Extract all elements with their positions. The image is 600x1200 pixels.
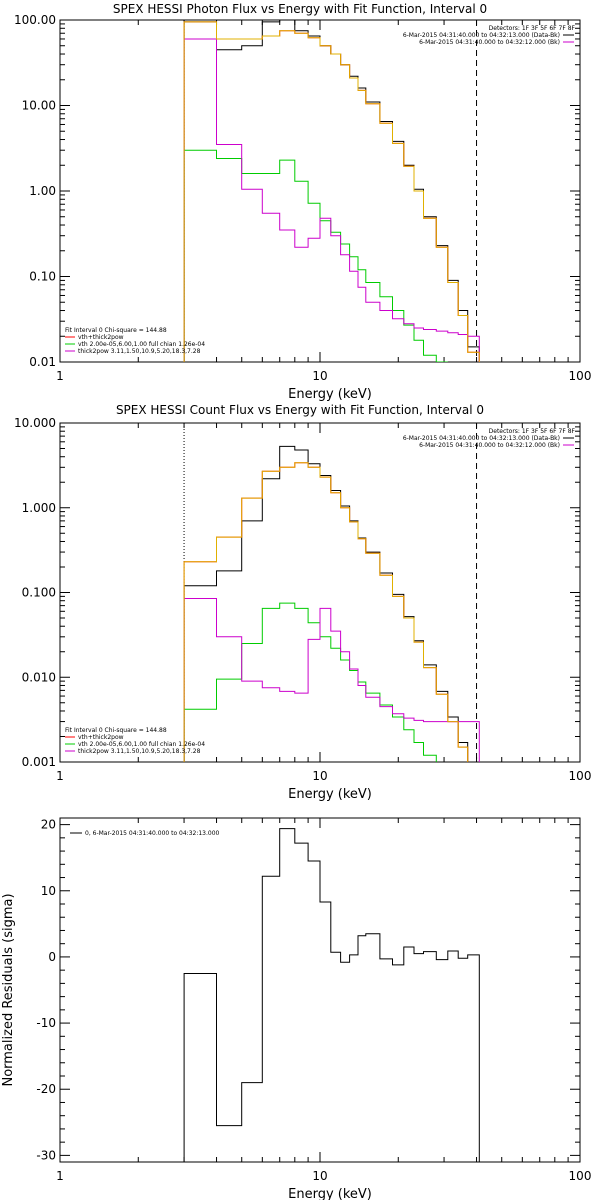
plot-area — [183, 20, 480, 362]
x-tick-label: 100 — [569, 369, 592, 383]
fit-annotation-line: vth+thick2pow — [78, 334, 124, 341]
x-tick-label: 1 — [56, 369, 64, 383]
fit-annotation-line: thick2pow 3.11,1.50,10.9,5.20,18.3,7.28 — [78, 748, 201, 755]
y-tick-label: 10.00 — [22, 99, 56, 113]
series-line — [183, 20, 480, 362]
x-tick-label: 10 — [312, 1169, 327, 1183]
plot-area — [183, 423, 480, 762]
fit-annotation-line: vth 2.00e-05,6.00,1.00 full chian 1.26e-… — [78, 741, 205, 748]
series-line — [183, 598, 480, 762]
series-line — [183, 149, 448, 362]
x-tick-label: 100 — [569, 769, 592, 783]
series-thick2pow — [183, 38, 480, 362]
plot-area — [183, 828, 480, 1162]
fit-annotation-line: thick2pow 3.11,1.50,10.9,5.20,18.3,7.28 — [78, 348, 201, 355]
series-line — [183, 462, 469, 762]
x-axis-label: Energy (keV) — [288, 787, 372, 802]
y-tick-label: -30 — [36, 1148, 56, 1162]
series-sum — [183, 21, 480, 362]
legend-entry: 0, 6-Mar-2015 04:31:40.000 to 04:32:13.0… — [85, 830, 220, 837]
fit-annotation-line: vth+thick2pow — [78, 734, 124, 741]
y-tick-label: 0.10 — [29, 270, 56, 284]
y-axis-label: Normalized Residuals (sigma) — [1, 893, 16, 1086]
legend-title: Detectors: 1F 3F 5F 6F 7F 8F — [489, 25, 576, 32]
x-axis-label: Energy (keV) — [288, 1187, 372, 1200]
chart-panel-3: 1 10 100 -30 -20 -10 0 10 20 Energy (keV) Normaliz… — [1, 817, 592, 1200]
series-vth-thick2pow — [183, 462, 469, 762]
series-6-mar-2015-04-31-40-000-to-04-32-13-000-data-bk- — [183, 20, 480, 362]
legend-entry: 6-Mar-2015 04:31:40.000 to 04:32:13.000 … — [403, 435, 560, 442]
y-tick-label: 0.01 — [29, 355, 56, 369]
series-vth-thick2pow — [183, 21, 480, 362]
chart-title: SPEX HESSI Count Flux vs Energy with Fit… — [116, 403, 484, 417]
y-tick-label: -20 — [36, 1082, 56, 1096]
series-line — [183, 21, 480, 362]
y-tick-label: -10 — [36, 1016, 56, 1030]
y-tick-label: 0.001 — [22, 755, 56, 769]
legend-title: Detectors: 1F 3F 5F 6F 7F 8F — [489, 428, 576, 435]
fit-annotation-line: Fit Interval 0 Chi-square = 144.88 — [65, 327, 167, 334]
y-tick-label: 20 — [41, 818, 56, 832]
fit-annotation-line: vth 2.00e-05,6.00,1.00 full chian 1.26e-… — [78, 341, 205, 348]
y-tick-label: 0.100 — [22, 586, 56, 600]
chart-title: SPEX HESSI Photon Flux vs Energy with Fi… — [113, 2, 487, 16]
y-tick-label: 100.00 — [14, 13, 56, 27]
legend-entry: 6-Mar-2015 04:31:40.000 to 04:32:13.000 … — [403, 32, 560, 39]
x-tick-label: 10 — [312, 369, 327, 383]
x-axis-label: Energy (keV) — [288, 387, 372, 402]
y-tick-label: 1.00 — [29, 184, 56, 198]
x-tick-label: 1 — [56, 769, 64, 783]
legend-entry: 6-Mar-2015 04:31:40.000 to 04:32:12.000 … — [419, 39, 560, 46]
series-line — [183, 21, 480, 362]
series-line — [183, 828, 480, 1162]
y-tick-label: 0.010 — [22, 670, 56, 684]
y-tick-label: 1.000 — [22, 501, 56, 515]
series-vth — [183, 149, 448, 362]
legend-entry: 6-Mar-2015 04:31:40.000 to 04:32:12.000 … — [419, 442, 560, 449]
chart-panel-1: SPEX HESSI Photon Flux vs Energy with Fi… — [14, 2, 591, 402]
fit-annotation-line: Fit Interval 0 Chi-square = 144.88 — [65, 727, 167, 734]
plot-frame — [59, 19, 581, 363]
y-tick-label: 10.000 — [14, 416, 56, 430]
series-line — [183, 445, 469, 762]
x-tick-label: 100 — [569, 1169, 592, 1183]
series-vth — [183, 602, 437, 762]
y-tick-label: 10 — [41, 884, 56, 898]
series-6-mar-2015-04-31-40-000-to-04-32-13-000-data-bk- — [183, 445, 469, 762]
x-tick-label: 10 — [312, 769, 327, 783]
y-tick-label: 0 — [48, 950, 56, 964]
series-sum — [183, 462, 469, 762]
series-line — [183, 38, 480, 362]
series-0-6-mar-2015-04-31-40-000-to-04-32-13-000 — [183, 828, 480, 1162]
chart-panel-2: SPEX HESSI Count Flux vs Energy with Fit… — [14, 403, 591, 802]
series-line — [183, 462, 469, 762]
series-thick2pow — [183, 598, 480, 762]
series-line — [183, 602, 437, 762]
x-tick-label: 1 — [56, 1169, 64, 1183]
